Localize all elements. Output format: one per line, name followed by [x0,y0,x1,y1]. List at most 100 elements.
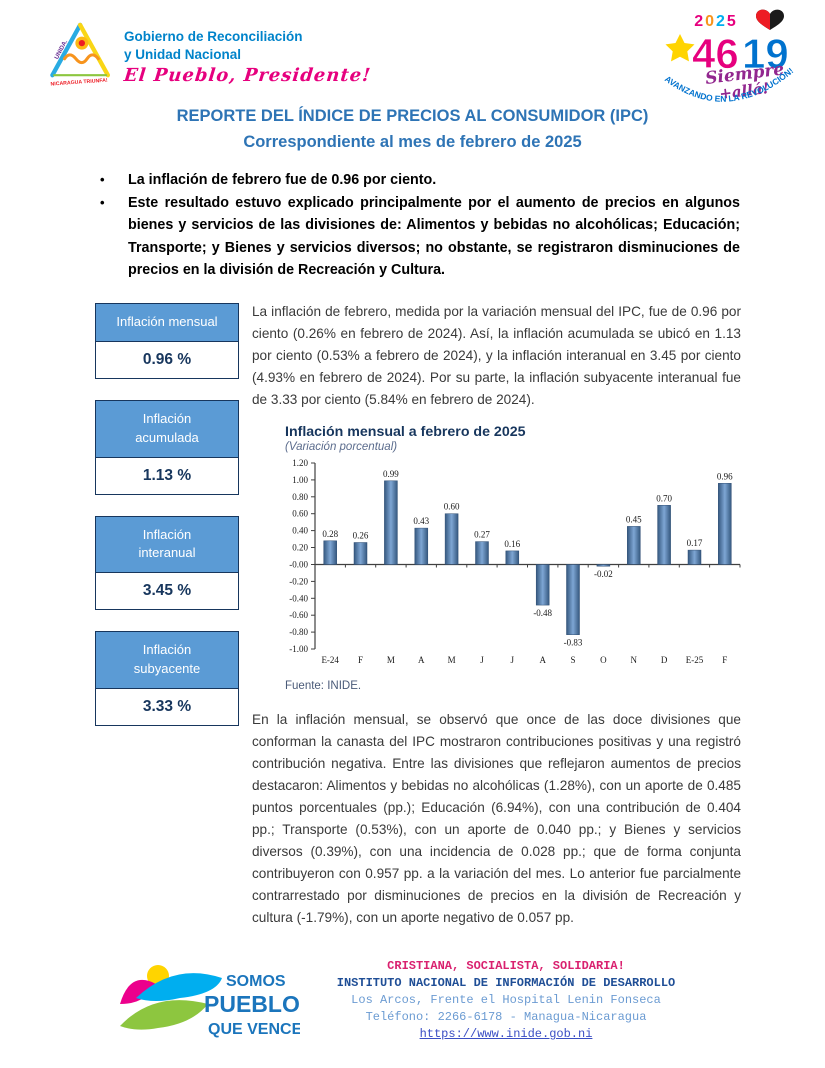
svg-text:A: A [418,655,425,665]
svg-text:A: A [539,655,546,665]
stat-box: Inflación acumulada 1.13 % [95,399,239,495]
svg-text:0.99: 0.99 [383,469,399,479]
svg-text:N: N [631,655,638,665]
chart-subtitle: (Variación porcentual) [285,441,398,453]
svg-text:E-25: E-25 [686,655,704,665]
svg-text:-0.00: -0.00 [289,560,308,570]
bullet-icon: • [100,172,105,187]
bullet-text: Este resultado estuvo explicado principa… [128,194,740,279]
stat-label: Inflación mensual [96,304,238,342]
analysis-paragraph: En la inflación mensual, se observó que … [252,712,741,925]
bullet-text: La inflación de febrero fue de 0.96 por … [128,172,437,188]
stat-box: Inflación subyacente 3.33 % [95,631,239,726]
fsln-triangle-icon: UNIDA. NICARAGUA TRIUNFA! [50,22,111,88]
stat-value: 1.13 % [96,457,238,494]
triangle-bottom-text: NICARAGUA TRIUNFA! [50,78,108,88]
svg-text:0.26: 0.26 [353,531,369,541]
svg-text:1.20: 1.20 [292,458,308,468]
anniversary-2025-logo: 2025 46 19 Siempre +allá! AVANZANDO EN L… [658,6,803,114]
document-title: REPORTE DEL ÍNDICE DE PRECIOS AL CONSUMI… [0,104,825,155]
svg-text:-1.00: -1.00 [289,644,308,654]
svg-text:S: S [570,655,575,665]
anniv-script-2: +allá! [718,79,770,103]
content-column: La inflación de febrero, medida por la v… [252,301,741,929]
intro-paragraph: La inflación de febrero, medida por la v… [252,304,741,407]
somos-pueblo-logo: SOMOS PUEBLO QUE VENCE! [120,965,300,1038]
svg-text:-0.83: -0.83 [564,638,583,648]
footer-website-link[interactable]: https://www.inide.gob.ni [419,1027,593,1041]
cyan-wave-icon [136,973,222,1001]
footer-phone: Teléfono: 2266-6178 - Managua-Nicaragua [365,1010,647,1024]
svg-text:-0.80: -0.80 [289,627,308,637]
page-footer: SOMOS PUEBLO QUE VENCE! CRISTIANA, SOCIA… [0,948,825,1058]
bullet-item: • Este resultado estuvo explicado princi… [100,192,740,282]
inflation-stat-boxes: Inflación mensual 0.96 % Inflación acumu… [95,303,239,747]
svg-text:1.00: 1.00 [292,475,308,485]
svg-text:F: F [358,655,363,665]
anniv-number-19: 19 [742,30,789,77]
svg-text:-0.40: -0.40 [289,593,308,603]
svg-text:0.16: 0.16 [504,539,520,549]
svg-text:-0.60: -0.60 [289,610,308,620]
government-logo: UNIDA. NICARAGUA TRIUNFA! Gobierno de Re… [42,12,372,104]
stat-value: 0.96 % [96,341,238,378]
magenta-wave-icon [120,979,156,1004]
svg-text:0.27: 0.27 [474,530,490,540]
svg-text:E-24: E-24 [321,655,339,665]
chart-title: Inflación mensual a febrero de 2025 [285,424,526,440]
footer-logo-line1: SOMOS [226,973,286,990]
svg-text:-0.48: -0.48 [533,608,552,618]
svg-text:M: M [448,655,456,665]
svg-text:0.17: 0.17 [687,538,703,548]
footer-slogan: CRISTIANA, SOCIALISTA, SOLIDARIA! [387,959,625,973]
anniv-year: 2025 [694,13,738,30]
svg-text:-0.02: -0.02 [594,569,613,579]
inflation-bar-chart: 1.20 1.00 0.80 0.60 0.40 0.20 -0.00 -0.20 -0.40 -… [289,458,741,665]
footer-logo-line2: PUEBLO [204,991,300,1017]
svg-text:0.28: 0.28 [322,529,338,539]
anniv-number-46: 46 [692,30,739,77]
svg-text:0.60: 0.60 [444,502,460,512]
svg-text:0.80: 0.80 [292,492,308,502]
svg-text:O: O [600,655,607,665]
svg-text:0.96: 0.96 [717,471,733,481]
footer-logo-line3: QUE VENCE! [208,1021,300,1038]
footer-institute: INSTITUTO NACIONAL DE INFORMACIÓN DE DES… [336,976,676,990]
stat-label: Inflación subyacente [96,632,238,689]
gov-slogan-script: El Pueblo, Presidente! [122,65,373,87]
stat-value: 3.45 % [96,573,238,610]
svg-text:J: J [480,655,484,665]
stat-label: Inflación acumulada [96,400,238,458]
bullet-icon: • [100,194,105,210]
chart-source: Fuente: INIDE. [285,680,362,692]
svg-text:J: J [511,655,515,665]
stat-label: Inflación interanual [96,516,238,574]
svg-text:0.43: 0.43 [413,516,429,526]
stat-box: Inflación interanual 3.45 % [95,515,239,611]
svg-text:-0.20: -0.20 [289,576,308,586]
svg-text:0.20: 0.20 [292,543,308,553]
anniversary-46-19-icon: 2025 46 19 Siempre +allá! AVANZANDO EN L… [663,9,795,104]
footer-address: Los Arcos, Frente el Hospital Lenin Fons… [351,993,661,1007]
main-section: Inflación mensual 0.96 % Inflación acumu… [95,301,741,929]
svg-text:0.70: 0.70 [656,493,672,503]
bullet-item: • La inflación de febrero fue de 0.96 po… [100,169,740,192]
chart-block: Inflación mensual a febrero de 2025 (Var… [285,424,741,692]
gov-name-line1: Gobierno de Reconciliación [124,29,303,44]
footer-contact-block: CRISTIANA, SOCIALISTA, SOLIDARIA! INSTIT… [300,958,712,1043]
svg-text:0.60: 0.60 [292,509,308,519]
svg-text:D: D [661,655,668,665]
green-wave-icon [120,1000,208,1030]
star-icon [665,34,695,62]
stat-box: Inflación mensual 0.96 % [95,303,239,379]
title-line1: REPORTE DEL ÍNDICE DE PRECIOS AL CONSUMI… [176,107,649,125]
svg-text:0.40: 0.40 [292,526,308,536]
svg-text:F: F [722,655,727,665]
gov-name-line2: y Unidad Nacional [124,46,242,62]
stat-value: 3.33 % [96,688,238,725]
summary-bullets: • La inflación de febrero fue de 0.96 po… [100,169,740,282]
svg-text:0.45: 0.45 [626,514,642,524]
title-line2: Correspondiente al mes de febrero de 202… [243,132,582,151]
svg-text:M: M [387,655,395,665]
